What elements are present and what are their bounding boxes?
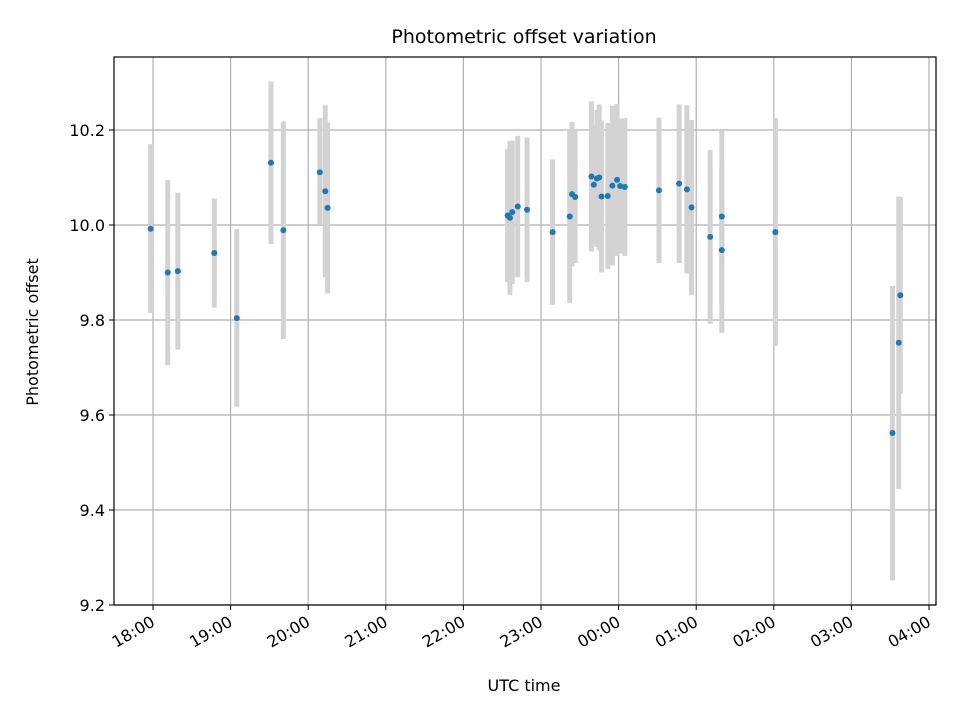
data-point [147, 225, 154, 232]
data-point [322, 188, 329, 195]
y-axis: 9.2 9.4 9.6 9.8 10.0 10.2 [69, 121, 114, 615]
y-tick-label: 10.2 [69, 121, 105, 140]
chart-title: Photometric offset variation [391, 26, 656, 48]
data-point [524, 206, 531, 213]
y-tick-label: 9.2 [80, 596, 105, 615]
data-point [897, 292, 904, 299]
data-point [683, 186, 690, 193]
data-point [267, 159, 274, 166]
data-point [233, 315, 240, 322]
data-point [174, 268, 181, 275]
y-tick-label: 10.0 [69, 216, 105, 235]
data-point [211, 250, 218, 257]
y-tick-label: 9.6 [80, 406, 105, 425]
data-point [889, 430, 896, 437]
data-point [598, 193, 605, 200]
data-point [280, 227, 287, 234]
data-point [895, 339, 902, 346]
data-point [688, 204, 695, 211]
data-point [590, 181, 597, 188]
data-point [707, 233, 714, 240]
data-point [316, 169, 323, 176]
plot-frame [113, 56, 937, 606]
data-point [566, 213, 573, 220]
data-point [506, 214, 513, 221]
data-point [617, 183, 624, 190]
y-tick-label: 9.8 [80, 311, 105, 330]
data-point [718, 247, 725, 254]
data-point [676, 180, 683, 187]
data-point [604, 193, 611, 200]
data-point [614, 176, 621, 183]
data-point [718, 213, 725, 220]
data-point [324, 204, 331, 211]
data-point [509, 209, 516, 216]
data-point [514, 203, 521, 210]
data-point [621, 184, 628, 190]
data-point [655, 187, 662, 194]
y-axis-label: Photometric offset [23, 258, 42, 406]
data-point [572, 193, 579, 200]
y-tick-label: 9.4 [80, 501, 105, 520]
data-point [596, 174, 603, 181]
data-points [147, 159, 904, 437]
x-axis-label: UTC time [488, 676, 561, 695]
data-point [164, 269, 171, 276]
data-point [772, 229, 779, 236]
data-point [609, 182, 616, 189]
data-point [588, 173, 595, 180]
data-point [549, 229, 556, 236]
